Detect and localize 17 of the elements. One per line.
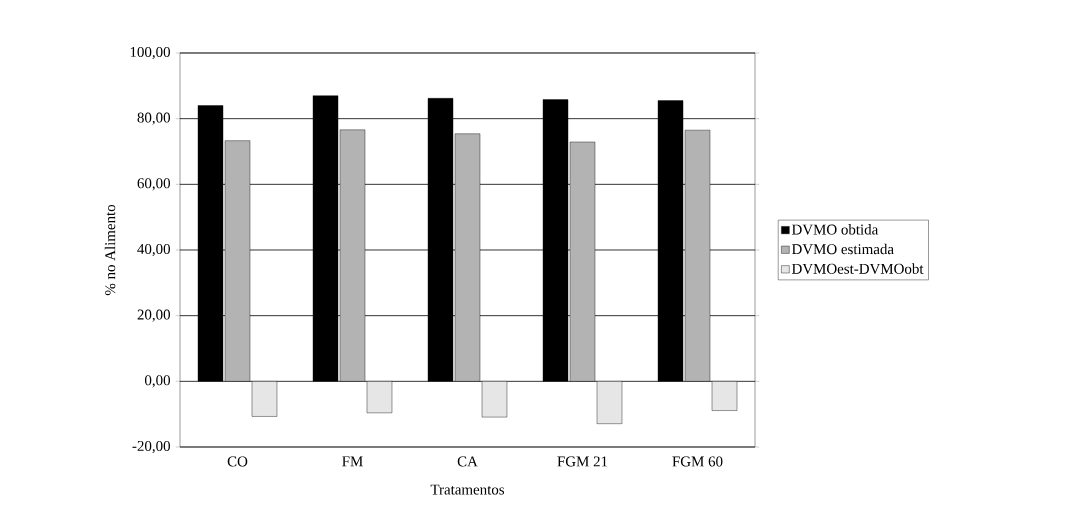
y-tick-label: 20,00 [137, 309, 170, 322]
y-tick-label: 100,00 [130, 46, 170, 60]
y-axis-title: % no Alimento [104, 204, 116, 296]
x-tick-label: CA [457, 456, 478, 467]
x-tick-label: FGM 60 [672, 456, 723, 467]
y-tick-label: 80,00 [137, 112, 170, 125]
x-tick-label: CO [227, 456, 248, 467]
legend-label: DVMO obtida [791, 224, 879, 235]
y-tick-label: -20,00 [132, 440, 170, 454]
y-tick-label: 40,00 [137, 243, 170, 257]
y-tick-label: 60,00 [137, 178, 170, 191]
legend-label: DVMOest-DVMOobt [791, 263, 924, 274]
legend-label: DVMO estimada [791, 243, 894, 255]
x-tick-label: FGM 21 [557, 456, 608, 467]
x-tick-label: FM [342, 456, 363, 467]
x-axis-title: Tratamentos [430, 484, 505, 495]
y-tick-label: 0,00 [144, 375, 170, 388]
